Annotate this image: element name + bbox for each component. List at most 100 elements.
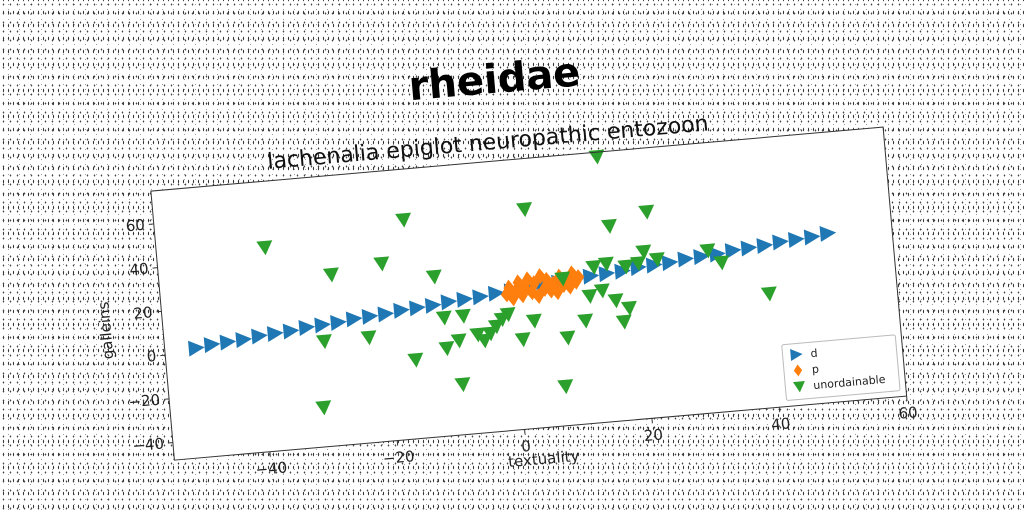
- data-point-unordainable: [516, 202, 532, 218]
- data-point-unordainable: [699, 243, 716, 259]
- data-point-d: [361, 308, 379, 325]
- data-point-d: [314, 317, 331, 334]
- data-point-unordainable: [557, 379, 574, 395]
- data-point-unordainable: [638, 204, 655, 220]
- legend-marker-unordainable: [792, 381, 805, 393]
- data-point-d: [487, 285, 505, 302]
- y-tick-label: −40: [132, 434, 165, 455]
- data-point-unordainable: [615, 314, 632, 330]
- data-point-d: [377, 306, 395, 323]
- data-point-unordainable: [481, 326, 498, 342]
- data-point-unordainable: [315, 400, 332, 416]
- data-point-d: [803, 229, 821, 246]
- data-point-unordainable: [629, 255, 646, 272]
- data-point-d: [393, 302, 410, 319]
- data-point-unordainable: [407, 352, 424, 368]
- legend-label: p: [811, 363, 819, 377]
- data-point-p: [564, 278, 576, 295]
- data-point-d: [472, 289, 489, 306]
- data-point-p: [516, 287, 529, 304]
- data-point-unordainable: [588, 149, 605, 165]
- data-point-unordainable: [559, 330, 576, 346]
- data-point-unordainable: [360, 330, 377, 346]
- data-point-unordainable: [597, 256, 614, 272]
- data-point-unordainable: [499, 307, 516, 323]
- data-point-unordainable: [600, 218, 617, 234]
- data-point-d: [614, 263, 631, 280]
- y-axis: −40 −20 0 20 40 60: [125, 216, 173, 455]
- legend-marker-d: [790, 349, 803, 361]
- data-point-unordainable: [593, 283, 610, 299]
- data-point-p: [512, 274, 524, 291]
- data-point-d: [330, 315, 347, 331]
- data-point-d: [345, 311, 363, 328]
- data-point-d: [709, 246, 726, 263]
- x-tick-label: −20: [382, 447, 415, 468]
- data-point-d: [235, 332, 253, 349]
- data-point-unordainable: [373, 256, 390, 272]
- x-tick-label: 20: [643, 425, 664, 445]
- legend-label: d: [810, 347, 818, 361]
- data-point-unordainable: [607, 293, 624, 309]
- data-point-d: [740, 240, 758, 257]
- data-point-d: [282, 323, 300, 340]
- data-point-unordainable: [617, 259, 634, 275]
- data-point-unordainable: [577, 313, 594, 329]
- data-point-d: [424, 297, 442, 314]
- data-point-d: [203, 337, 221, 354]
- suptitle: rheidae: [407, 49, 582, 110]
- data-point-unordainable: [713, 255, 730, 271]
- data-point-d: [645, 257, 663, 274]
- legend-marker-p: [793, 364, 803, 377]
- plot-frame: [150, 126, 908, 461]
- data-point-d: [724, 243, 742, 260]
- y-tick-label: −20: [128, 391, 161, 412]
- data-point-unordainable: [620, 300, 637, 316]
- data-point-d: [598, 266, 616, 283]
- data-point-d: [456, 291, 474, 308]
- data-point-d: [188, 340, 205, 357]
- data-point-p: [533, 288, 545, 305]
- data-point-d: [298, 320, 316, 336]
- x-tick-label: 60: [898, 403, 919, 423]
- data-point-unordainable: [256, 240, 273, 256]
- y-axis-label: galleins: [94, 301, 117, 360]
- data-point-unordainable: [648, 252, 665, 268]
- data-point-unordainable: [454, 308, 471, 324]
- data-point-d: [756, 238, 774, 255]
- legend-label: unordainable: [813, 373, 886, 392]
- chart-figure: rheidae lachenalia epiglot neuropathic e…: [94, 49, 919, 479]
- data-point-unordainable: [450, 333, 467, 349]
- data-point-d: [819, 225, 837, 242]
- data-point-p: [573, 269, 585, 286]
- data-point-d: [582, 268, 600, 285]
- data-point-d: [693, 249, 710, 266]
- data-point-p: [507, 290, 519, 307]
- data-point-unordainable: [322, 267, 339, 283]
- legend-box: [781, 334, 901, 401]
- data-point-unordainable: [487, 319, 504, 335]
- data-point-unordainable: [760, 286, 777, 302]
- data-point-unordainable: [581, 288, 598, 304]
- data-point-unordainable: [395, 212, 412, 228]
- y-tick-label: 20: [133, 303, 154, 323]
- x-axis: −40 −20 0 20 40 60: [255, 396, 919, 479]
- y-tick-label: 40: [129, 259, 150, 279]
- x-tick-label: −40: [255, 458, 288, 479]
- plot-area: [188, 149, 837, 416]
- data-point-p: [551, 284, 564, 301]
- data-point-unordainable: [514, 332, 531, 348]
- y-tick-label: 0: [146, 347, 157, 366]
- data-point-unordainable: [554, 271, 571, 287]
- x-axis-label: textuality: [507, 447, 580, 471]
- data-point-d: [409, 300, 426, 317]
- data-point-d: [251, 328, 268, 345]
- data-point-unordainable: [585, 259, 602, 275]
- data-point-unordainable: [525, 313, 542, 329]
- data-point-d: [266, 326, 284, 343]
- data-point-unordainable: [476, 333, 493, 349]
- data-point-unordainable: [635, 244, 652, 260]
- data-point-unordainable: [435, 310, 452, 326]
